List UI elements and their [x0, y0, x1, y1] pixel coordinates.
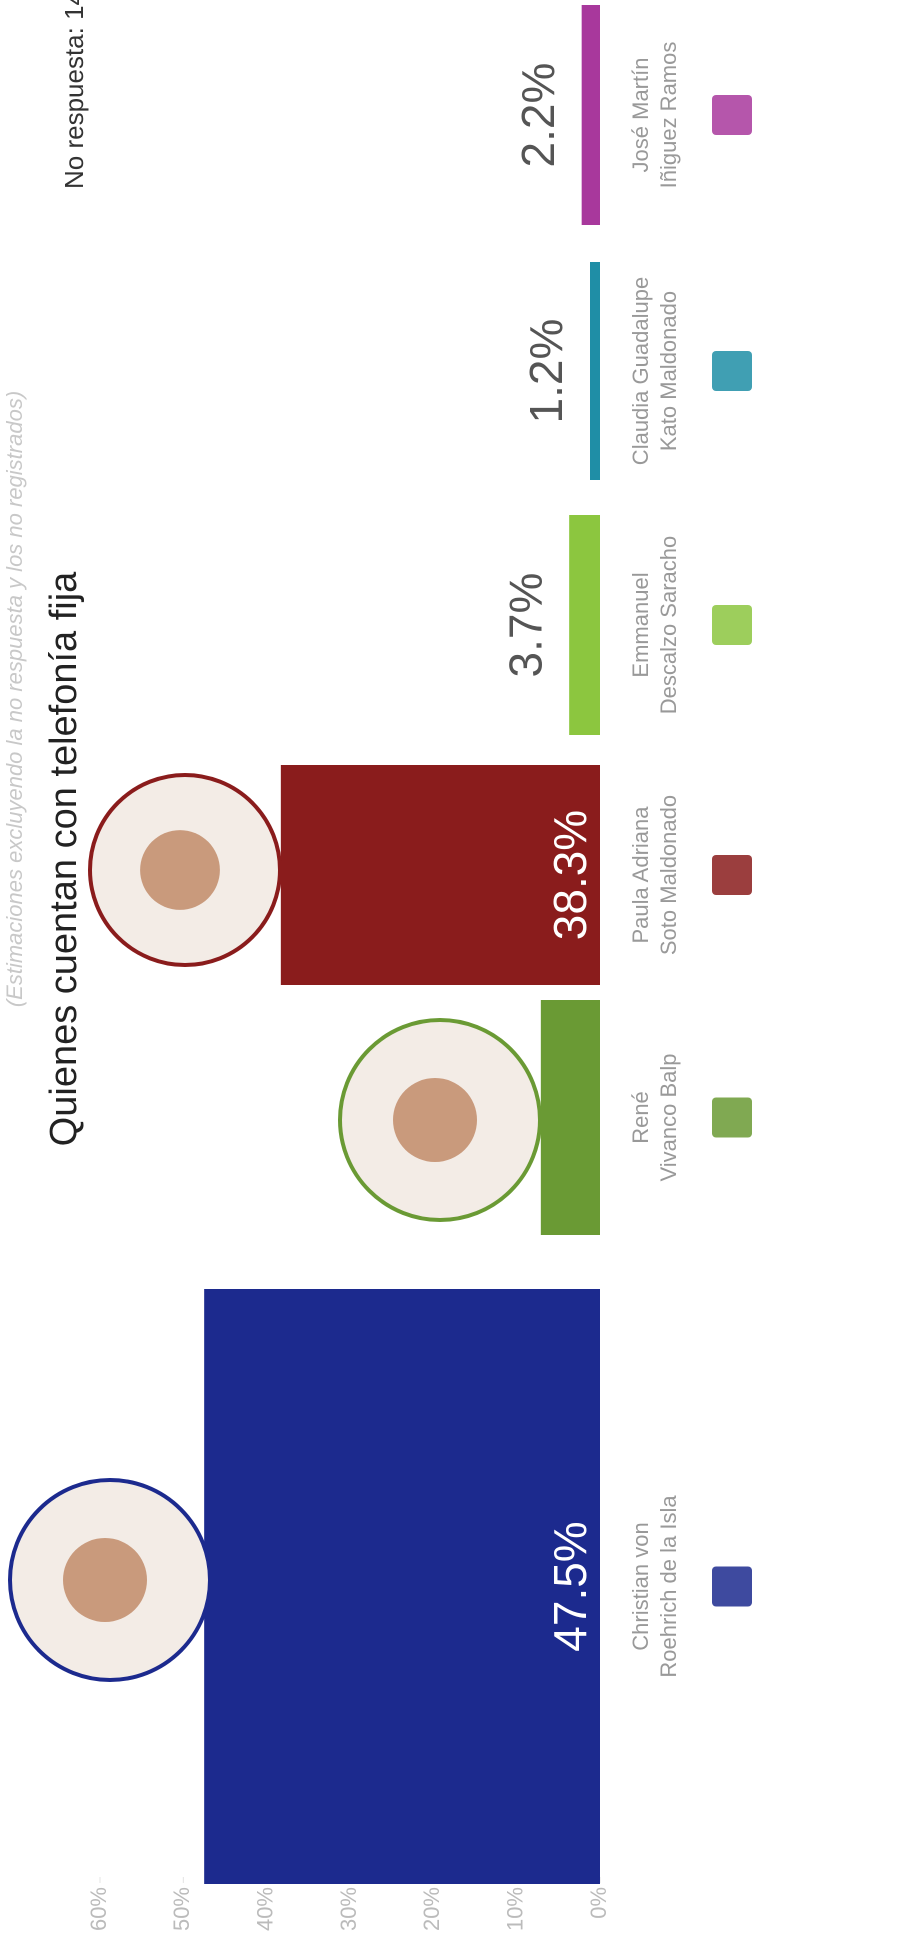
party-logo: [712, 605, 752, 645]
photo-face: [63, 1538, 147, 1622]
category-label: Vivanco Balp: [656, 1053, 681, 1181]
category-label: Christian von: [628, 1522, 653, 1650]
category-label: Descalzo Saracho: [656, 536, 681, 715]
y-tick-label: 20%: [419, 1887, 444, 1931]
bar: [581, 5, 601, 225]
category-label: Iñiguez Ramos: [656, 42, 681, 189]
photo-face: [140, 830, 220, 910]
y-tick-label: 40%: [252, 1887, 277, 1931]
category-label: Soto Maldonado: [656, 795, 681, 955]
category-label: José Martín: [628, 58, 653, 173]
party-logo: [712, 855, 752, 895]
value-label: 47.5%: [544, 1521, 596, 1651]
category-label: René: [628, 1091, 653, 1144]
bar: [204, 1289, 601, 1884]
category-label: Kato Maldonado: [656, 291, 681, 451]
value-label: 38.3%: [544, 810, 596, 940]
category-label: Emmanuel: [628, 572, 653, 677]
y-tick-label: 30%: [336, 1887, 361, 1931]
party-logo: [712, 95, 752, 135]
annotation: No respuesta: 14.9%: [59, 0, 89, 189]
y-tick-label: 60%: [86, 1887, 111, 1931]
y-tick-label: 0%: [586, 1887, 611, 1919]
subtitle: (Estimaciones excluyendo la no respuesta…: [2, 391, 27, 1007]
party-logo: [712, 351, 752, 391]
value-label: 3.7%: [499, 573, 551, 678]
value-label: 1.2%: [520, 319, 572, 424]
bar: [590, 262, 600, 480]
bar: [280, 765, 600, 985]
bar: [540, 1000, 600, 1235]
y-tick-label: 50%: [169, 1887, 194, 1931]
y-tick-label: 10%: [502, 1887, 527, 1931]
chart-title: Quienes cuentan con telefonía fija: [43, 571, 85, 1146]
photo-face: [393, 1078, 477, 1162]
category-label: Roehrich de la Isla: [656, 1495, 681, 1678]
party-logo: [712, 1097, 752, 1138]
category-label: Paula Adriana: [628, 806, 653, 944]
category-label: Claudia Guadalupe: [628, 277, 653, 465]
value-label: 2.2%: [512, 63, 564, 168]
bar: [569, 515, 601, 735]
party-logo: [712, 1566, 752, 1607]
